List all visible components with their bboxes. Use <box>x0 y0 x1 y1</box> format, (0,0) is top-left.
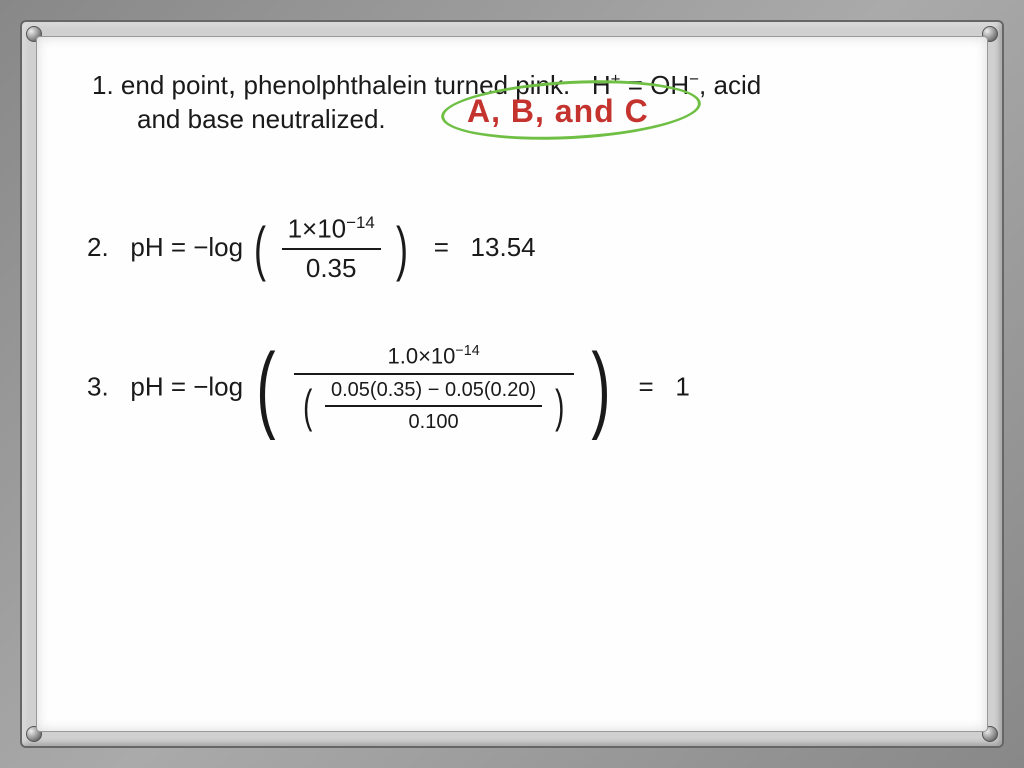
q3-num-base: 1.0×10 <box>387 343 455 368</box>
q2-num-exp: −14 <box>346 213 375 232</box>
q3-outer-denominator: ( 0.05(0.35) − 0.05(0.20) 0.100 ) <box>294 375 574 435</box>
q3-inner-denominator: 0.100 <box>325 407 542 435</box>
q3-inner-numerator: 0.05(0.35) − 0.05(0.20) <box>325 377 542 407</box>
q2-number: 2. <box>87 232 109 262</box>
q3-lhs: pH = −log <box>130 371 243 401</box>
q3-equals: = <box>638 371 653 401</box>
q2-equals: = <box>434 232 449 262</box>
paren-left-big: ( <box>257 350 276 427</box>
q3-number: 3. <box>87 371 109 401</box>
paren-right-inner: ) <box>555 388 564 425</box>
q3-outer-numerator: 1.0×10−14 <box>294 342 574 375</box>
paren-left-inner: ( <box>303 388 312 425</box>
whiteboard-frame: 1. end point, phenolphthalein turned pin… <box>20 20 1004 748</box>
q3-outer-fraction: 1.0×10−14 ( 0.05(0.35) − 0.05(0.20) 0.10… <box>294 342 574 435</box>
q3-line: 3. pH = −log ( 1.0×10−14 ( 0.05(0.35) − … <box>87 342 690 435</box>
whiteboard-surface: 1. end point, phenolphthalein turned pin… <box>36 36 988 732</box>
q1-text-endpoint: end point <box>121 70 228 100</box>
q1-eq-rhs-sup: − <box>689 69 699 88</box>
q3-inner-fraction: 0.05(0.35) − 0.05(0.20) 0.100 <box>325 377 542 435</box>
q3-result: 1 <box>675 371 689 401</box>
paren-right: ) <box>396 225 408 273</box>
q1-eq-lhs-sup: + <box>611 69 621 88</box>
q1-eq-rhs: OH <box>650 70 689 100</box>
q1-tail: , acid <box>699 70 761 100</box>
q2-denominator: 0.35 <box>282 250 381 286</box>
paren-left: ( <box>254 225 266 273</box>
q2-numerator: 1×10−14 <box>282 212 381 250</box>
q2-line: 2. pH = −log ( 1×10−14 0.35 ) = 13.54 <box>87 212 536 286</box>
q1-number: 1. <box>92 70 114 100</box>
q1-line1: 1. end point, phenolphthalein turned pin… <box>92 65 761 104</box>
q1-line2: and base neutralized. <box>137 103 386 137</box>
q1-answer: A, B, and C <box>467 93 649 130</box>
q2-lhs: pH = −log <box>130 232 243 262</box>
q3-num-exp: −14 <box>455 343 479 359</box>
q2-num-base: 1×10 <box>288 214 347 244</box>
q2-fraction: 1×10−14 0.35 <box>282 212 381 286</box>
paren-right-big: ) <box>591 350 610 427</box>
q2-result: 13.54 <box>471 232 536 262</box>
